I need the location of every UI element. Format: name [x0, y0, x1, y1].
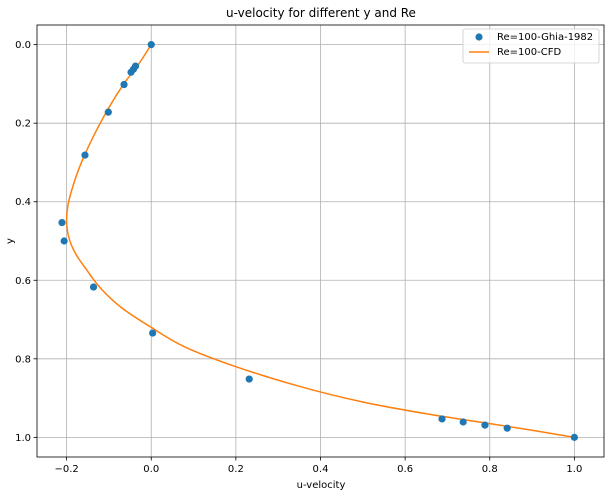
ghia-series [58, 41, 578, 441]
ghia-point [481, 421, 489, 429]
y-tick-label: 0.2 [15, 119, 31, 130]
x-tick-label: 1.0 [566, 464, 582, 475]
y-axis-label: y [5, 238, 16, 244]
legend: Re=100-Ghia-1982 Re=100-CFD [462, 28, 600, 64]
chart-title: u-velocity for different y and Re [226, 6, 416, 20]
x-tick-label: 0.8 [482, 464, 498, 475]
ghia-point [81, 151, 89, 159]
x-tick-label: −0.2 [54, 464, 78, 475]
ghia-point [438, 415, 446, 423]
ghia-point [245, 375, 253, 383]
legend-label-cfd: Re=100-CFD [497, 47, 561, 58]
legend-label-ghia: Re=100-Ghia-1982 [497, 32, 593, 43]
legend-marker-ghia [475, 33, 483, 41]
y-axis-ticks: 0.0 0.2 0.4 0.6 0.8 1.0 [15, 40, 37, 444]
cfd-series [65, 44, 575, 439]
y-tick-label: 1.0 [15, 433, 31, 444]
cfd-line [65, 44, 575, 439]
y-tick-label: 0.4 [15, 197, 31, 208]
x-axis-label: u-velocity [297, 480, 346, 491]
ghia-point [570, 433, 578, 441]
y-tick-label: 0.0 [15, 40, 31, 51]
legend-box [462, 28, 600, 64]
x-tick-label: 0.6 [397, 464, 413, 475]
ghia-point [147, 41, 155, 49]
ghia-point [503, 424, 511, 432]
plot-frame [36, 24, 605, 458]
ghia-point [58, 218, 66, 227]
x-tick-label: 0.2 [228, 464, 244, 475]
ghia-point [104, 108, 112, 116]
x-tick-label: 0.0 [143, 464, 159, 475]
y-tick-label: 0.8 [15, 354, 31, 365]
ghia-point [459, 418, 467, 426]
ghia-point [89, 283, 98, 291]
ghia-point [120, 80, 128, 89]
x-tick-label: 0.4 [313, 464, 329, 475]
ghia-point [60, 237, 68, 245]
ghia-point [127, 68, 135, 76]
y-tick-label: 0.6 [15, 276, 31, 287]
x-axis-ticks: −0.2 0.0 0.2 0.4 0.6 0.8 1.0 [54, 457, 582, 475]
grid [37, 25, 604, 457]
ghia-point [149, 329, 157, 337]
